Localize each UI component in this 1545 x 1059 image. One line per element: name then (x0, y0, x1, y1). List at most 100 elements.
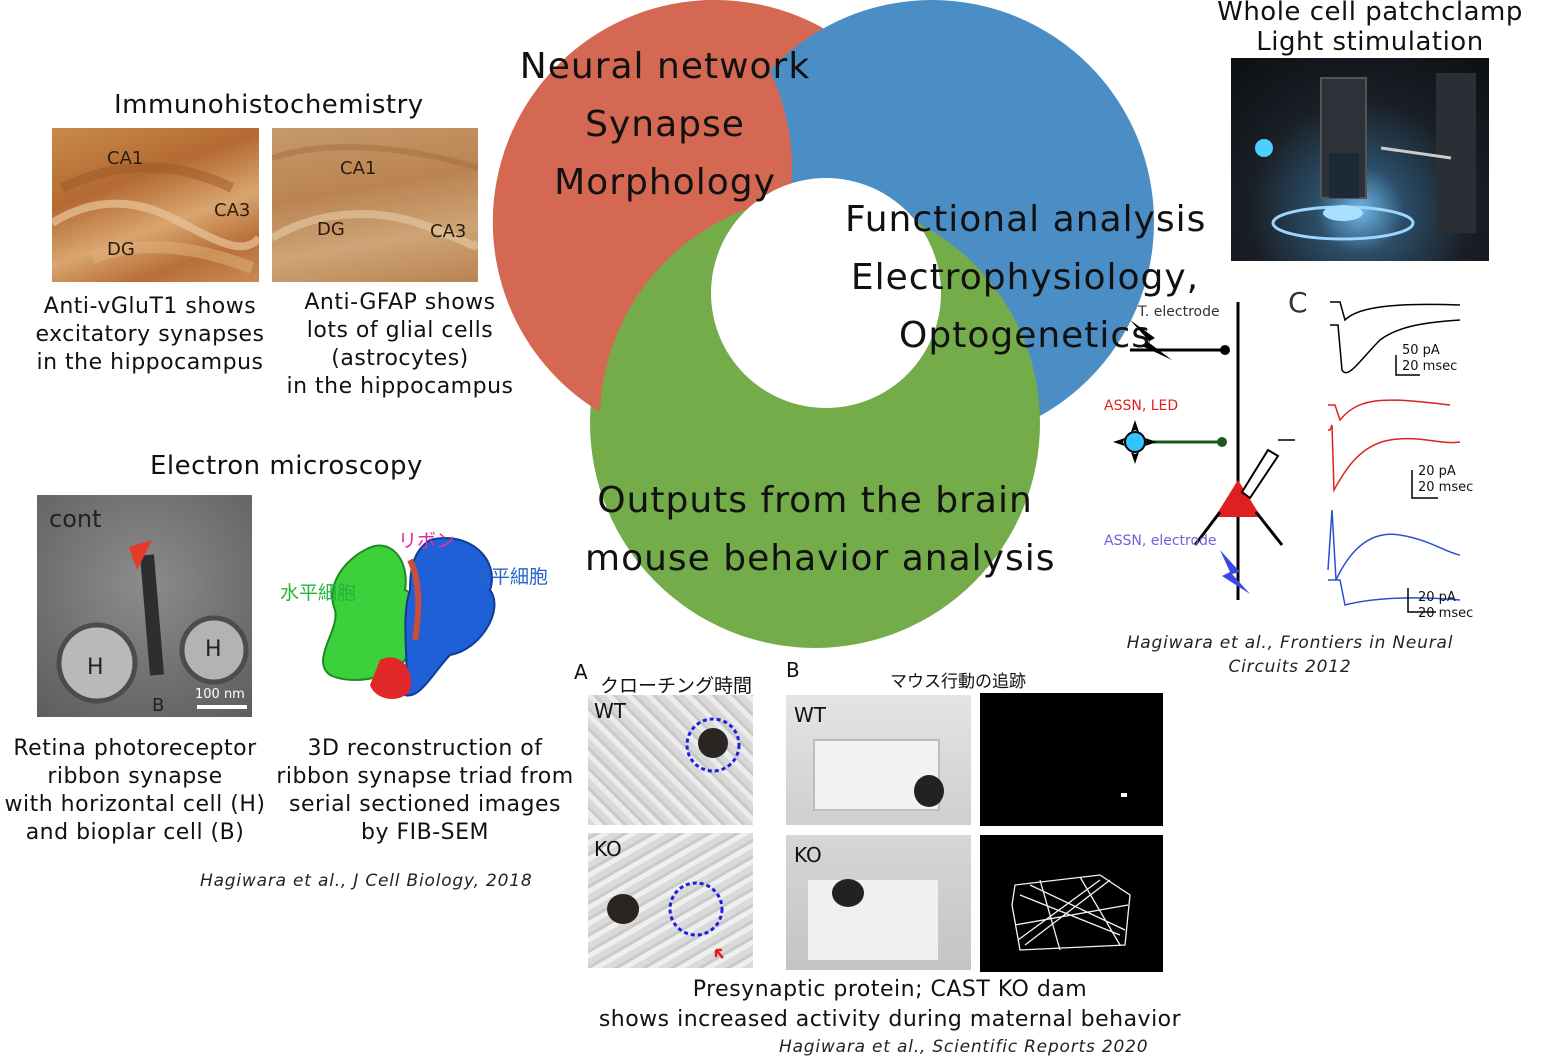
behavior-b-ko-shapes (808, 879, 938, 960)
venn-red-line-2: Synapse (585, 104, 745, 145)
ephys-figure (1113, 301, 1461, 613)
venn-blue-line-1: Functional analysis (845, 199, 1207, 240)
ihc-right-label-ca1: CA1 (340, 158, 377, 179)
em-recon-red (370, 657, 411, 700)
ephys-citation: Hagiwara et al., Frontiers in Neural Cir… (1110, 631, 1470, 679)
behavior-a-ko-label: KO (594, 837, 622, 861)
behavior-panel-b-title: マウス行動の追跡 (890, 672, 1026, 692)
venn-green-text: Outputs from the brain mouse behavior an… (585, 472, 1056, 588)
venn-center-hole (711, 178, 941, 408)
ihc-left-label-dg: DG (107, 239, 135, 260)
ephys-scale-2-time: 20 msec (1418, 480, 1474, 495)
behavior-b-wt-dot (1121, 793, 1127, 797)
ihc-left-label-ca3: CA3 (214, 200, 251, 221)
em-right-caption: 3D reconstruction of ribbon synapse tria… (268, 735, 582, 847)
ephys-label-electrode: ASSN, electrode (1104, 533, 1217, 549)
em-left-caption-line-2: ribbon synapse (47, 764, 223, 789)
em-recon-label-horiz-left: 水平細胞 (280, 582, 357, 604)
ephys-trace-blue (1327, 509, 1461, 581)
ihc-right-caption-line-3: (astrocytes) (331, 346, 469, 371)
behavior-a-ko-circle (668, 881, 724, 937)
venn-blue-line-3: Optogenetics (899, 315, 1151, 356)
ihc-right-caption-line-1: Anti-GFAP shows (304, 290, 496, 315)
behavior-panel-a-title: クローチング時間 (600, 675, 753, 697)
ephys-scale-1-time: 20 msec (1402, 359, 1458, 374)
em-recon-green (322, 544, 422, 681)
ephys-scale-1: 50 pA 20 msec (1402, 343, 1457, 375)
behavior-caption: Presynaptic protein; CAST KO dam shows i… (560, 975, 1220, 1035)
ephys-bolt-blue (1220, 550, 1250, 594)
ihc-left-label-ca1: CA1 (107, 148, 144, 169)
patch-title: Whole cell patchclamp Light stimulation (1200, 0, 1540, 57)
em-label-h-right: H (205, 637, 222, 662)
behavior-b-ko-image: KO (786, 835, 971, 970)
ihc-left-caption-line-3: in the hippocampus (36, 350, 264, 375)
ephys-citation-line-2: Circuits 2012 (1228, 657, 1352, 677)
ihc-right-label-dg: DG (317, 219, 345, 240)
em-recon-ribbon (407, 558, 422, 641)
behavior-b-wt-shapes (813, 739, 944, 811)
behavior-a-wt-shapes (685, 717, 741, 773)
patch-rig-image (1231, 58, 1489, 261)
behavior-b-wt-track (980, 693, 1163, 826)
ephys-scale-3-time: 20 msec (1418, 606, 1474, 621)
behavior-a-wt-image: WT (588, 695, 753, 825)
venn-red-text: Neural network Synapse Morphology (500, 38, 830, 212)
behavior-b-ko-track (980, 835, 1163, 972)
behavior-panel-a: A (574, 660, 588, 684)
ephys-scale-2-amp: 20 pA (1418, 464, 1456, 479)
venn-red-line-3: Morphology (554, 162, 776, 203)
em-scale-label: 100 nm (195, 687, 245, 702)
em-right-caption-line-3: serial sectioned images (289, 792, 561, 817)
em-left-caption-line-3: with horizontal cell (H) (4, 792, 266, 817)
ephys-scale-1-amp: 50 pA (1402, 343, 1440, 358)
ihc-left-caption-line-2: excitatory synapses (35, 322, 265, 347)
em-recon-blue (403, 537, 496, 697)
behavior-caption-line-1: Presynaptic protein; CAST KO dam (692, 977, 1088, 1002)
venn-red-line-1: Neural network (519, 46, 811, 87)
em-recon-label-horiz-right: 水平細胞 (472, 566, 549, 588)
ihc-title: Immunohistochemistry (114, 90, 424, 120)
patch-title-line-1: Whole cell patchclamp (1217, 0, 1523, 27)
behavior-b-ko-track-lines (1011, 874, 1131, 951)
ihc-vglut1-image: CA1 CA3 DG (52, 128, 259, 282)
ihc-gfap-texture (272, 144, 478, 250)
em-label-b: B (152, 695, 165, 716)
ephys-scale-3-amp: 20 pA (1418, 590, 1456, 605)
ephys-led-icon (1124, 431, 1146, 453)
em-right-caption-line-2: ribbon synapse triad from (276, 764, 574, 789)
behavior-a-ko-arrow (714, 948, 724, 959)
ihc-left-caption-line-1: Anti-vGluT1 shows (43, 294, 257, 319)
venn-green-line-1: Outputs from the brain (597, 480, 1033, 521)
ihc-gfap-image: CA1 DG CA3 (272, 128, 478, 282)
behavior-b-wt-image: WT (786, 695, 971, 825)
em-right-caption-line-4: by FIB-SEM (361, 820, 489, 845)
ephys-trace-black (1330, 319, 1461, 374)
ephys-scale-2: 20 pA 20 msec (1418, 464, 1473, 496)
em-recon-label-ribbon: リボン (398, 530, 456, 552)
behavior-panel-b: B (786, 658, 800, 682)
ihc-vglut1-texture (52, 162, 259, 274)
em-citation: Hagiwara et al., J Cell Biology, 2018 (200, 871, 533, 891)
venn-green-line-2: mouse behavior analysis (585, 538, 1056, 579)
ephys-soma (1215, 480, 1261, 517)
behavior-caption-line-2: shows increased activity during maternal… (598, 1007, 1182, 1032)
ihc-right-label-ca3: CA3 (430, 221, 467, 242)
ihc-left-caption: Anti-vGluT1 shows excitatory synapses in… (20, 293, 280, 377)
em-3d-reconstruction (322, 537, 496, 700)
em-title: Electron microscopy (150, 451, 423, 481)
ephys-label-led: ASSN, LED (1104, 398, 1179, 414)
ephys-bolt-black (1130, 320, 1172, 360)
behavior-a-ko-image: KO (588, 833, 753, 968)
em-micrograph-image: cont H H B 100 nm (37, 495, 252, 717)
ephys-citation-line-1: Hagiwara et al., Frontiers in Neural (1126, 633, 1454, 653)
em-left-caption: Retina photoreceptor ribbon synapse with… (0, 735, 270, 847)
ephys-label-top: T. electrode (1138, 304, 1220, 320)
em-micrograph-shapes (56, 540, 249, 709)
ihc-right-caption-line-2: lots of glial cells (306, 318, 494, 343)
em-left-caption-line-1: Retina photoreceptor (13, 736, 257, 761)
ephys-scale-3: 20 pA 20 msec (1418, 590, 1473, 622)
em-label-h-left: H (87, 655, 104, 680)
ephys-panel-letter: C (1288, 286, 1308, 319)
